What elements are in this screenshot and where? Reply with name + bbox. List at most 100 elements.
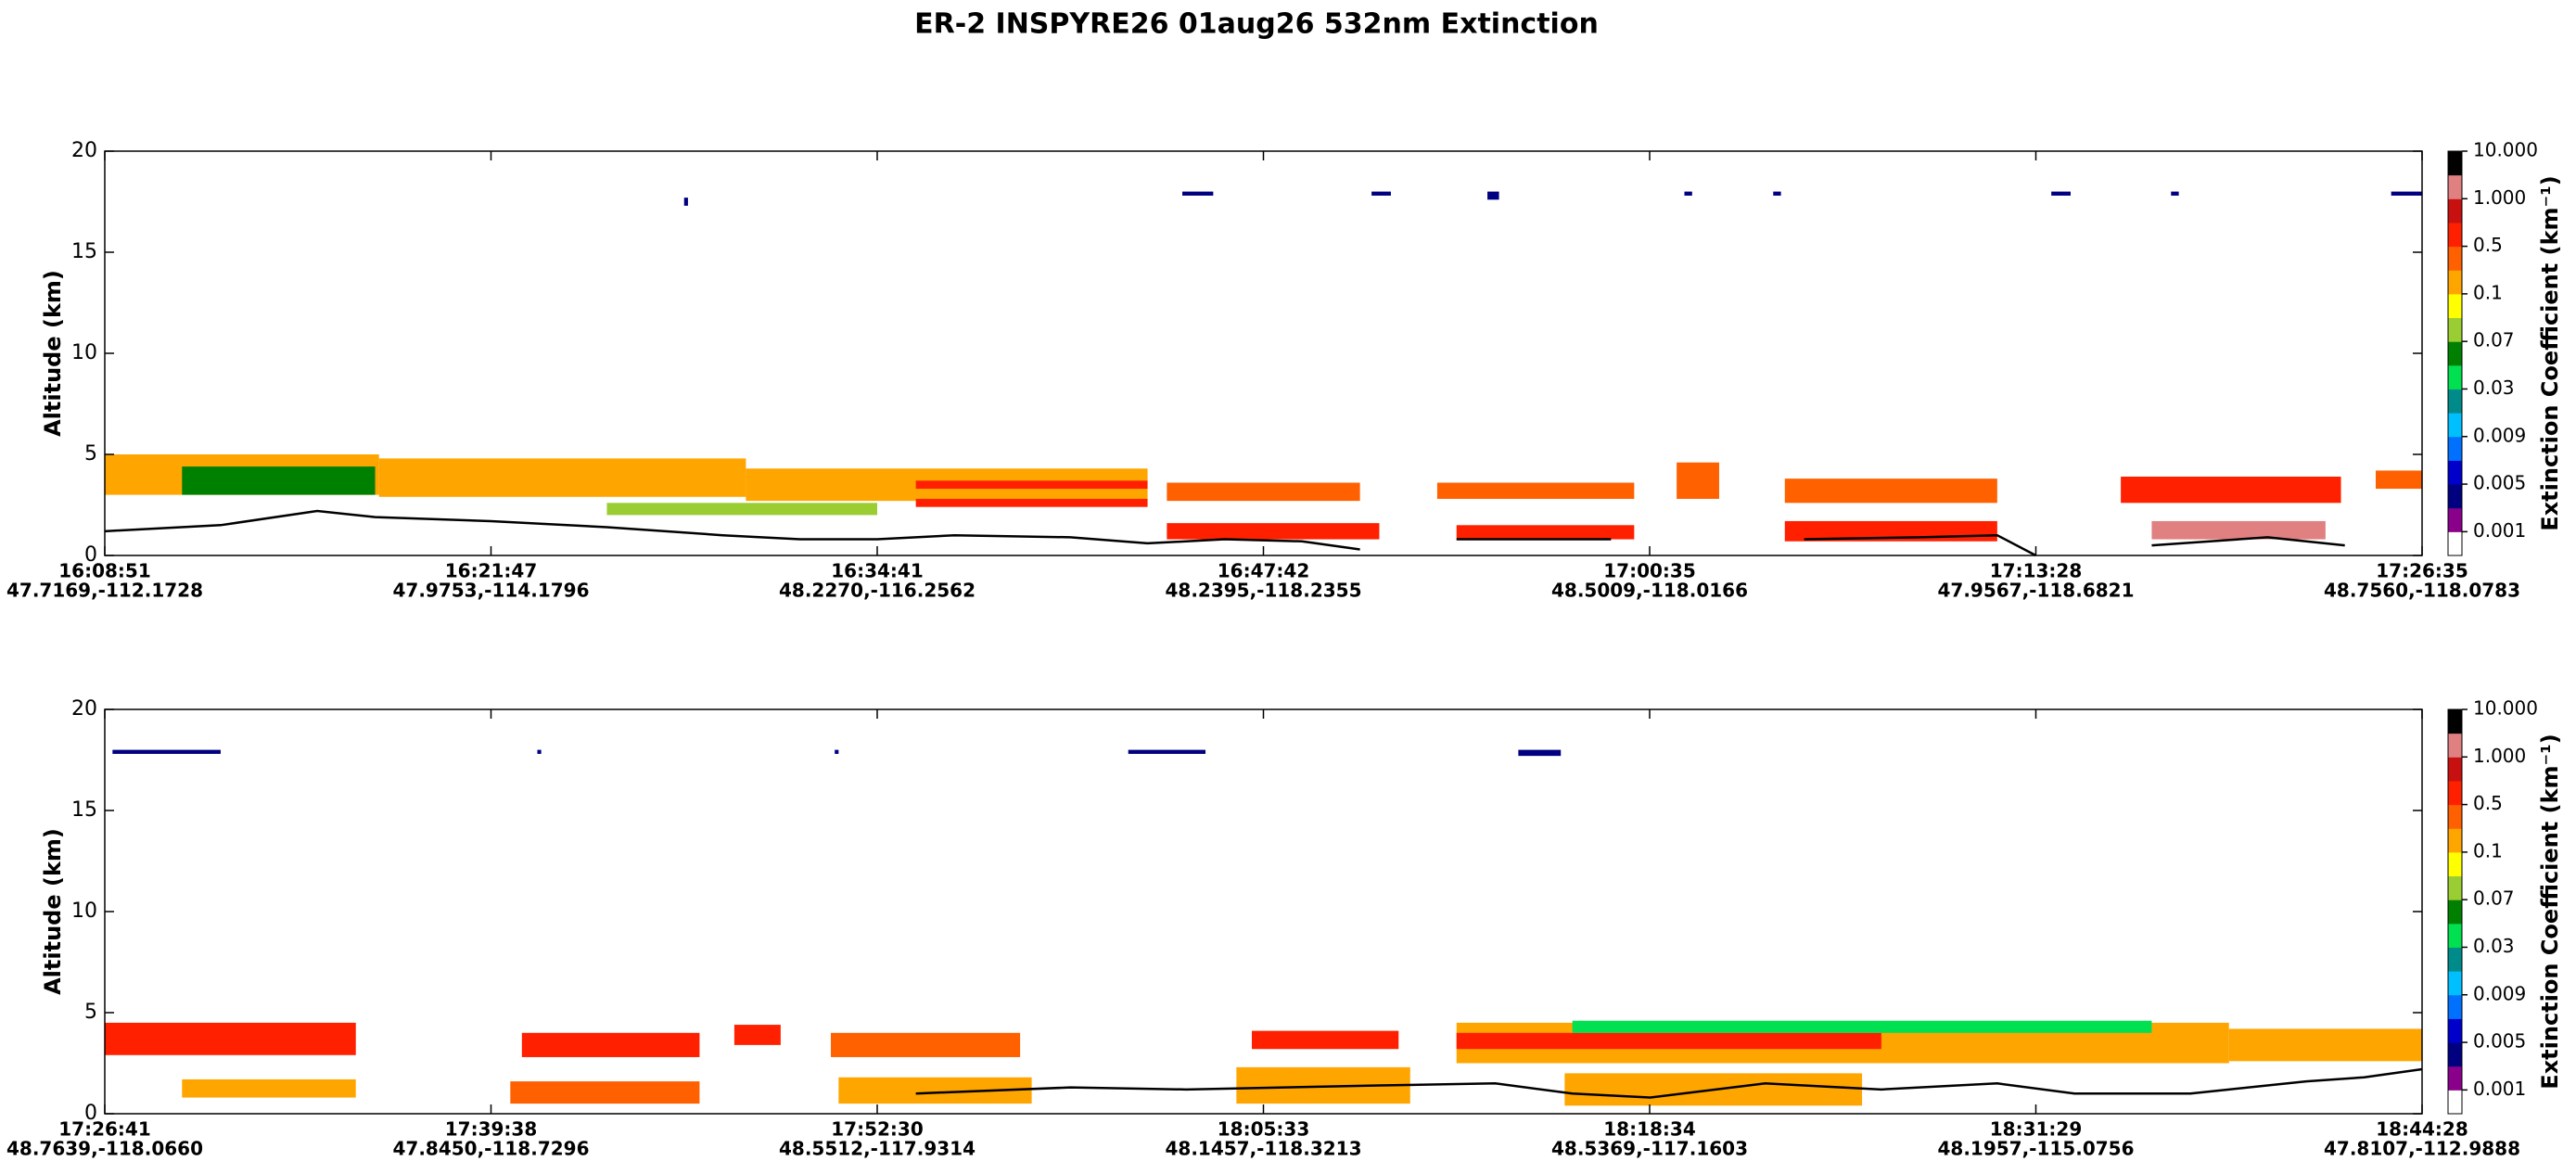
cloud	[915, 480, 1148, 490]
colorbar-band	[2448, 507, 2462, 532]
x-tick-label: 18:18:34	[1603, 1118, 1696, 1141]
x-tick-label: 18:31:29	[1990, 1118, 2083, 1141]
colorbar-band	[2448, 804, 2462, 829]
cloud	[2051, 191, 2071, 196]
cloud	[831, 1032, 1021, 1057]
colorbar-tick-label: 10.000	[2473, 139, 2538, 161]
x-tick-label: 18:44:28	[2376, 1118, 2468, 1141]
colorbar-band	[2448, 341, 2462, 366]
cloud	[835, 749, 839, 754]
colorbar-tick-label: 0.001	[2473, 519, 2526, 542]
colorbar-tick-label: 0.009	[2473, 982, 2526, 1004]
y-tick-label: 5	[84, 1001, 97, 1024]
colorbar-frame	[2447, 708, 2463, 1115]
x-tick-location: 48.1457,-118.3213	[1165, 1138, 1361, 1160]
colorbar-tick-label: 0.1	[2473, 281, 2503, 303]
colorbar-tick-label: 0.005	[2473, 1030, 2526, 1053]
colorbar-label: Extinction Coefficient (km⁻¹)	[2537, 175, 2563, 530]
colorbar-band	[2448, 1018, 2462, 1043]
colorbar-tick-label: 0.5	[2473, 234, 2503, 256]
colorbar-tick-label: 10.000	[2473, 697, 2538, 720]
colorbar-tick-label: 0.009	[2473, 424, 2526, 446]
colorbar-band	[2448, 900, 2462, 925]
y-tick-label: 10	[71, 900, 97, 923]
y-tick-label: 0	[84, 1102, 97, 1125]
colorbar-band	[2448, 389, 2462, 414]
cloud	[1572, 1020, 2152, 1033]
cloud	[1167, 482, 1360, 502]
cloud	[1684, 191, 1692, 196]
cloud	[537, 749, 542, 754]
x-tick-label: 16:34:41	[831, 560, 924, 582]
cloud	[1773, 191, 1781, 196]
colorbar-tick-label: 0.005	[2473, 472, 2526, 494]
y-tick-label: 5	[84, 442, 97, 466]
x-tick-location: 47.9753,-114.1796	[392, 580, 589, 602]
colorbar-label: Extinction Coefficient (km⁻¹)	[2537, 734, 2563, 1089]
colorbar-tick-label: 1.000	[2473, 186, 2526, 209]
colorbar-band	[2448, 971, 2462, 996]
colorbar-band	[2448, 293, 2462, 319]
colorbar-band	[2448, 994, 2462, 1019]
x-tick-location: 48.7639,-118.0660	[6, 1138, 203, 1160]
colorbar-band	[2448, 436, 2462, 461]
cloud	[1487, 191, 1499, 200]
colorbar-band	[2448, 1066, 2462, 1091]
colorbar-band	[2448, 484, 2462, 509]
colorbar-band	[2448, 733, 2462, 758]
colorbar-band	[2448, 947, 2462, 972]
x-tick-label: 17:00:35	[1603, 560, 1696, 582]
cloud	[1371, 191, 1391, 196]
x-tick-location: 48.5512,-117.9314	[779, 1138, 976, 1160]
cloud	[2391, 191, 2422, 196]
cloud	[2171, 191, 2179, 196]
x-tick-label: 16:08:51	[58, 560, 151, 582]
colorbar-band	[2448, 364, 2462, 389]
colorbar-band	[2448, 246, 2462, 271]
colorbar-tick-label: 0.03	[2473, 935, 2515, 957]
colorbar-band	[2448, 851, 2462, 877]
cloud	[733, 1025, 781, 1045]
colorbar-tick-label: 0.07	[2473, 887, 2515, 910]
x-tick-label: 17:52:30	[831, 1118, 924, 1141]
colorbar-band	[2448, 757, 2462, 782]
surface-line	[104, 509, 2345, 557]
cloud	[2376, 470, 2422, 490]
cloud	[915, 498, 1148, 507]
cloud	[1128, 749, 1206, 754]
cloud	[378, 458, 746, 497]
cloud	[1182, 191, 1214, 196]
colorbar-band	[2448, 923, 2462, 948]
colorbar-band	[2448, 828, 2462, 853]
y-axis-label: Altitude (km)	[40, 270, 66, 437]
colorbar-band	[2448, 222, 2462, 248]
surface-line	[915, 1067, 2423, 1099]
x-tick-label: 17:26:35	[2376, 560, 2468, 582]
x-tick-label: 17:26:41	[58, 1118, 151, 1141]
y-tick-label: 10	[71, 341, 97, 364]
cloud	[182, 1078, 356, 1098]
x-tick-label: 16:21:47	[445, 560, 538, 582]
x-tick-location: 48.5369,-117.1603	[1551, 1138, 1748, 1160]
cloud	[105, 1022, 356, 1055]
x-tick-location: 47.7169,-112.1728	[6, 580, 203, 602]
colorbar-band	[2448, 1090, 2462, 1115]
x-tick-location: 48.1957,-115.0756	[1937, 1138, 2134, 1160]
colorbar-band	[2448, 875, 2462, 900]
cloud	[1784, 479, 1997, 504]
colorbar-frame	[2447, 150, 2463, 556]
cloud	[2151, 520, 2326, 540]
cloud	[1436, 482, 1635, 499]
x-tick-label: 17:39:38	[445, 1118, 538, 1141]
y-tick-label: 0	[84, 543, 97, 567]
cloud	[182, 466, 376, 495]
colorbar-band	[2448, 151, 2462, 176]
colorbar-tick-label: 0.5	[2473, 792, 2503, 814]
cloud	[1456, 525, 1635, 540]
colorbar-band	[2448, 531, 2462, 556]
colorbar-band	[2448, 270, 2462, 295]
x-tick-location: 48.5009,-118.0166	[1551, 580, 1748, 602]
y-tick-label: 20	[71, 139, 97, 162]
colorbar-band	[2448, 413, 2462, 438]
cloud	[1252, 1030, 1399, 1050]
